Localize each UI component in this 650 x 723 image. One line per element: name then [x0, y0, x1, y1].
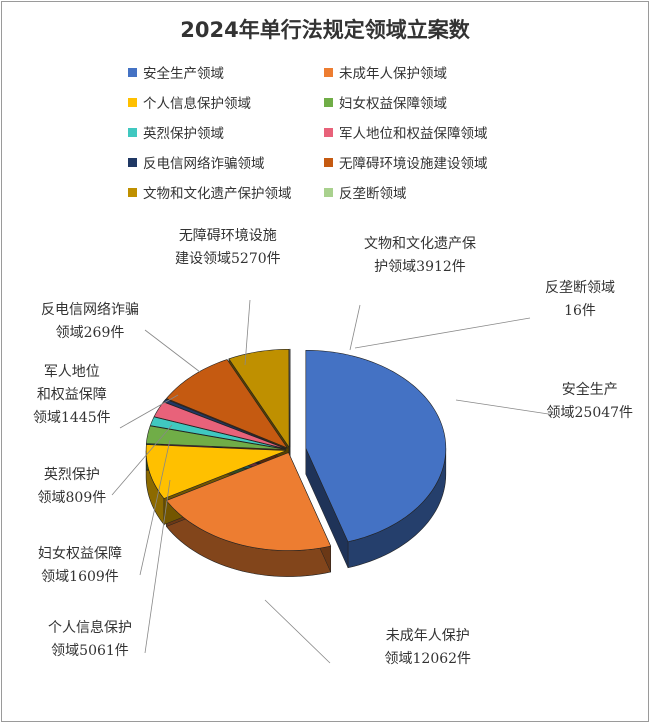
chart-title: 2024年单行法规定领域立案数 — [180, 18, 470, 42]
leader-line — [455, 399, 556, 416]
pie-slice-3 — [145, 425, 287, 450]
legend-label: 无障碍环境设施建设领域 — [339, 156, 488, 172]
leader-line — [244, 299, 251, 366]
leader-line — [144, 329, 201, 373]
leader-line — [264, 599, 331, 664]
data-label-line: 个人信息保护 — [48, 620, 132, 636]
leader-line — [111, 424, 173, 496]
legend-swatch — [128, 187, 137, 197]
data-label-line: 安全生产 — [561, 382, 618, 398]
data-label-line: 文物和文化遗产保 — [364, 236, 476, 252]
legend-label: 反垄断领域 — [339, 186, 407, 202]
pie-slice-8 — [228, 348, 290, 449]
legend-label: 文物和文化遗产保护领域 — [143, 186, 292, 202]
data-label: 反垄断领域 16件 — [545, 277, 615, 323]
legend-label: 反电信网络诈骗领域 — [143, 156, 265, 172]
data-label-line: 领域269件 — [55, 325, 125, 341]
legend-swatch — [324, 67, 333, 77]
legend-swatch — [324, 157, 333, 167]
data-label: 妇女权益保障 领域1609件 — [38, 543, 122, 589]
pie-slice-4 — [149, 416, 287, 450]
pie-slice-1 — [165, 452, 332, 551]
legend-item: 反电信网络诈骗领域 — [128, 152, 265, 172]
leader-line — [119, 394, 179, 429]
data-label-line: 领域12062件 — [384, 651, 472, 667]
legend-label: 军人地位和权益保障领域 — [339, 126, 488, 142]
legend-item: 军人地位和权益保障领域 — [324, 122, 488, 142]
leader-line — [144, 479, 171, 654]
legend-label: 妇女权益保障领域 — [339, 96, 447, 112]
legend-swatch — [128, 127, 137, 137]
data-label: 反电信网络诈骗 领域269件 — [41, 299, 139, 345]
data-label-line: 和权益保障 — [36, 386, 107, 403]
data-label: 未成年人保护 领域12062件 — [385, 625, 472, 671]
legend-label: 个人信息保护领域 — [143, 96, 251, 112]
leader-line — [354, 317, 531, 349]
data-label-line: 领域5061件 — [51, 643, 129, 659]
data-label-line: 领域1445件 — [33, 409, 111, 426]
legend-swatch — [324, 97, 333, 107]
legend-item: 未成年人保护领域 — [324, 62, 447, 82]
leader-line — [349, 304, 361, 351]
legend-item: 安全生产领域 — [128, 62, 224, 82]
data-label-line: 军人地位 — [43, 363, 100, 380]
legend-item: 妇女权益保障领域 — [324, 92, 447, 112]
legend-item: 文物和文化遗产保护领域 — [128, 182, 292, 202]
data-label-line: 未成年人保护 — [385, 628, 470, 644]
data-label: 英烈保护领域809件 — [38, 464, 107, 510]
pie-slice-2 — [145, 444, 287, 499]
data-label-line: 领域1609件 — [41, 569, 119, 585]
data-label: 安全生产领域25047件 — [547, 379, 634, 425]
legend-item: 个人信息保护领域 — [128, 92, 251, 112]
data-label-line: 英烈保护 — [43, 467, 100, 483]
data-label: 个人信息保护 领域5061件 — [48, 617, 132, 663]
pie-slice-7 — [165, 359, 289, 449]
legend-swatch — [324, 187, 333, 197]
pie-slice-0 — [305, 349, 447, 543]
legend-label: 英烈保护领域 — [143, 126, 224, 142]
pie-slice-5 — [153, 401, 287, 450]
leader-line — [139, 439, 171, 576]
data-label: 军人地位和权益保障领域1445件 — [33, 361, 111, 430]
legend-item: 反垄断领域 — [324, 182, 407, 202]
data-label-line: 建设领域5270件 — [175, 251, 281, 267]
data-label-line: 反垄断领域 — [545, 280, 615, 296]
pie-slice-6 — [163, 398, 287, 449]
data-label: 无障碍环境设施 建设领域5270件 — [175, 225, 281, 271]
legend-item: 英烈保护领域 — [128, 122, 224, 142]
data-label-line: 领域25047件 — [546, 405, 634, 421]
data-label: 文物和文化遗产保 护领域3912件 — [364, 233, 476, 279]
legend-label: 未成年人保护领域 — [339, 66, 447, 82]
data-label-line: 领域809件 — [37, 490, 107, 506]
legend-swatch — [128, 157, 137, 167]
data-label-line: 反电信网络诈骗 — [41, 302, 139, 318]
data-label-line: 妇女权益保障 — [38, 546, 122, 562]
legend-swatch — [128, 67, 137, 77]
legend-swatch — [128, 97, 137, 107]
data-label-line: 护领域3912件 — [374, 259, 466, 275]
legend-item: 无障碍环境设施建设领域 — [324, 152, 488, 172]
data-label-line: 无障碍环境设施 — [178, 228, 277, 244]
legend-swatch — [324, 127, 333, 137]
legend-label: 安全生产领域 — [143, 66, 224, 82]
data-label-line: 16件 — [564, 303, 596, 319]
